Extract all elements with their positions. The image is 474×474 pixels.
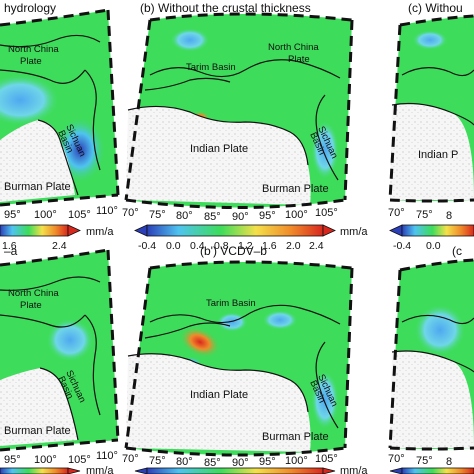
tick-b2-70: 70° bbox=[122, 453, 139, 465]
panel-b2-map bbox=[124, 260, 354, 457]
label-burman-a: Burman Plate bbox=[4, 181, 71, 193]
label-tarim-b: Tarim Basin bbox=[186, 62, 236, 73]
panel-c-title: (c) Withou bbox=[408, 1, 463, 15]
panel-b-map bbox=[124, 12, 354, 209]
cb-b-tick-5: 1.6 bbox=[262, 240, 277, 252]
cb-c-tick-1: 0.0 bbox=[426, 240, 441, 252]
cb-a2-unit: mm/a bbox=[86, 465, 114, 474]
label-north-china-a-2: Plate bbox=[20, 56, 42, 67]
panel-a-map bbox=[0, 8, 120, 207]
tick-a2-100: 100° bbox=[34, 454, 57, 466]
tick-c-75: 75° bbox=[416, 209, 433, 221]
tick-b2-100: 100° bbox=[285, 455, 308, 467]
colorbar-a2: mm/a bbox=[0, 465, 114, 474]
label-north-china-b-2: Plate bbox=[288, 54, 310, 65]
label-burman-a2: Burman Plate bbox=[4, 425, 71, 437]
label-indian-c: Indian P bbox=[418, 149, 458, 161]
tick-b2-105: 105° bbox=[315, 453, 338, 465]
lon-ticks-bottom-left: 95° 100° 105° 110° bbox=[4, 450, 118, 466]
panel-a-title: hydrology bbox=[4, 1, 57, 15]
label-tarim-b2: Tarim Basin bbox=[206, 298, 256, 309]
tick-c-80: 8 bbox=[446, 210, 452, 222]
label-north-china-b-1: North China bbox=[268, 42, 319, 53]
tick-c2-80: 8 bbox=[446, 456, 452, 468]
label-north-china-a-1: North China bbox=[8, 44, 59, 55]
label-burman-b2: Burman Plate bbox=[262, 431, 329, 443]
label-indian-b: Indian Plate bbox=[190, 143, 248, 155]
lon-ticks-bottom-right: 70° 75° 8 bbox=[388, 453, 452, 468]
panel-a2-title: –a bbox=[4, 244, 18, 258]
tick-b-95: 95° bbox=[259, 210, 276, 222]
cb-b-tick-2: 0.4 bbox=[190, 240, 205, 252]
tick-b-100: 100° bbox=[285, 209, 308, 221]
lon-ticks-top-middle: 70° 75° 80° 85° 90° 95° 100° 105° bbox=[122, 207, 338, 223]
colorbar-a: 1.6 2.4 mm/a bbox=[0, 224, 114, 252]
tick-a-110: 110° bbox=[96, 205, 118, 217]
cb-c-tick-0: -0.4 bbox=[393, 240, 411, 252]
tick-b-70: 70° bbox=[122, 207, 139, 219]
cb-b2-unit: mm/a bbox=[340, 465, 368, 474]
tick-c-70: 70° bbox=[388, 207, 405, 219]
tick-a-105: 105° bbox=[68, 209, 91, 221]
label-north-china-a2-2: Plate bbox=[20, 300, 42, 311]
tick-b2-75: 75° bbox=[149, 455, 166, 467]
panel-c2-map bbox=[388, 258, 474, 451]
colorbar-b: -0.4 0.0 0.4 0.8 1.2 1.6 2.0 2.4 mm/a bbox=[134, 224, 368, 252]
label-indian-b2: Indian Plate bbox=[190, 389, 248, 401]
tick-a-100: 100° bbox=[34, 209, 57, 221]
cb-b-tick-0: -0.4 bbox=[138, 240, 156, 252]
panel-c-map bbox=[388, 14, 474, 203]
tick-b2-80: 80° bbox=[176, 456, 193, 468]
tick-b-90: 90° bbox=[232, 211, 249, 223]
lon-ticks-bottom-middle: 70° 75° 80° 85° 90° 95° 100° 105° bbox=[122, 453, 338, 469]
lon-ticks-top-right: 70° 75° 8 bbox=[388, 207, 452, 222]
tick-a2-95: 95° bbox=[4, 454, 21, 466]
cb-b-tick-3: 0.8 bbox=[214, 240, 229, 252]
colorbar-c2 bbox=[389, 467, 474, 474]
tick-b-75: 75° bbox=[149, 209, 166, 221]
tick-a2-110: 110° bbox=[96, 450, 118, 462]
cb-b-tick-4: 1.2 bbox=[238, 240, 253, 252]
tick-b-105: 105° bbox=[315, 207, 338, 219]
lon-ticks-top-left: 95° 100° 105° 110° bbox=[4, 205, 118, 221]
colorbar-c: -0.4 0.0 bbox=[389, 224, 474, 252]
cb-b-tick-1: 0.0 bbox=[166, 240, 181, 252]
tick-b2-90: 90° bbox=[232, 457, 249, 469]
cb-a-tick-0: 1.6 bbox=[2, 240, 17, 252]
panel-c2-title: (c bbox=[452, 244, 462, 258]
tick-a-95: 95° bbox=[4, 209, 21, 221]
label-burman-b: Burman Plate bbox=[262, 183, 329, 195]
tick-b-85: 85° bbox=[204, 211, 221, 223]
tick-c2-70: 70° bbox=[388, 453, 405, 465]
tick-b-80: 80° bbox=[176, 210, 193, 222]
cb-a-unit: mm/a bbox=[86, 226, 114, 238]
cb-b-tick-6: 2.0 bbox=[286, 240, 301, 252]
panel-b-title: (b) Without the crustal thickness bbox=[140, 1, 311, 15]
cb-b-unit: mm/a bbox=[340, 226, 368, 238]
tick-b2-85: 85° bbox=[204, 457, 221, 469]
colorbar-b2: mm/a bbox=[134, 465, 368, 474]
tick-a2-105: 105° bbox=[68, 454, 91, 466]
cb-a-tick-1: 2.4 bbox=[52, 240, 67, 252]
label-north-china-a2-1: North China bbox=[8, 288, 59, 299]
panel-a2-map bbox=[0, 248, 120, 452]
tick-b2-95: 95° bbox=[259, 456, 276, 468]
panel-b2-title: (b') VCDV–b bbox=[200, 244, 267, 258]
cb-b-tick-7: 2.4 bbox=[309, 240, 324, 252]
tick-c2-75: 75° bbox=[416, 455, 433, 467]
